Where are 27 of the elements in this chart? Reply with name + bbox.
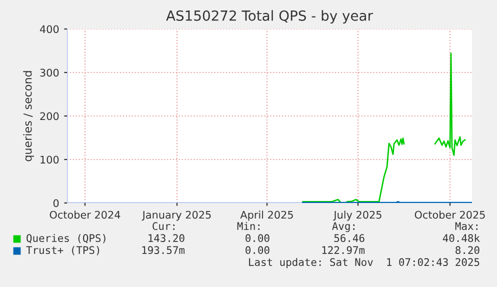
text: 56.46 <box>334 234 364 242</box>
y-tick-label: 100 <box>40 156 59 164</box>
y-axis-title: queries / second <box>23 71 34 162</box>
y-tick-label: 300 <box>40 68 59 77</box>
x-tick-label: October 2025 <box>414 210 485 219</box>
y-tick-label: 200 <box>40 112 59 120</box>
y-tick-label: 400 <box>40 25 59 34</box>
text: Max: <box>455 222 478 230</box>
text: 40.48k <box>442 234 480 242</box>
text: 0.00 <box>246 246 270 254</box>
x-tick-label: April 2025 <box>240 210 293 221</box>
text: 122.97m <box>322 246 365 254</box>
text: 193.57m <box>142 246 185 254</box>
text: 8.20 <box>456 246 480 254</box>
x-tick-label: October 2024 <box>50 210 120 219</box>
text: 0.00 <box>246 234 270 242</box>
text: 143.20 <box>148 234 184 242</box>
chart-title: AS150272 Total QPS - by year <box>166 10 373 24</box>
y-tick-label: 0 <box>53 199 59 208</box>
x-tick-label: January 2025 <box>142 210 211 221</box>
text: Avg: <box>332 222 354 232</box>
legend-label: Queries (QPS) <box>26 234 106 244</box>
text: Last update: Sat Nov 1 07:02:43 2025 <box>249 258 480 268</box>
x-tick-label: July 2025 <box>333 210 382 221</box>
text: Cur: <box>152 222 174 230</box>
text: Min: <box>237 222 260 230</box>
legend-label: Trust+ (TPS) <box>26 246 100 256</box>
